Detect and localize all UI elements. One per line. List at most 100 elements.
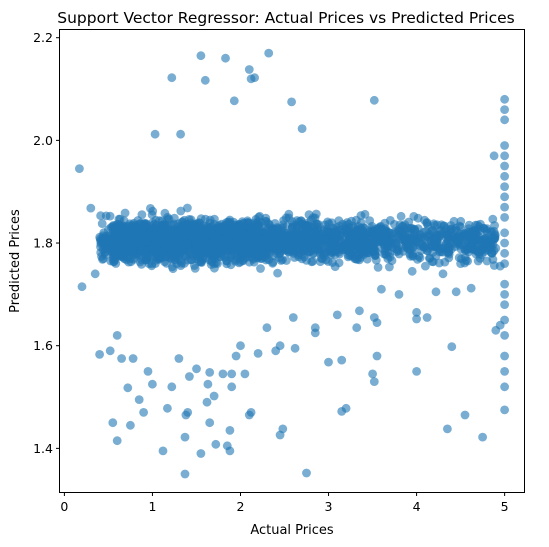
x-axis-label: Actual Prices <box>250 523 334 538</box>
data-point <box>151 259 160 268</box>
data-point <box>415 253 425 263</box>
data-point <box>378 244 388 254</box>
data-point <box>500 192 509 202</box>
data-point <box>443 424 452 434</box>
data-point <box>382 250 391 260</box>
data-point <box>265 247 275 256</box>
data-point <box>397 222 407 231</box>
data-point <box>347 216 356 226</box>
data-point <box>454 253 464 263</box>
data-point <box>117 354 126 363</box>
data-point <box>466 283 476 293</box>
data-point <box>210 214 219 224</box>
data-point <box>293 231 303 241</box>
data-point <box>284 213 294 223</box>
data-point <box>372 351 382 361</box>
data-point <box>150 129 160 139</box>
data-point <box>394 290 404 299</box>
y-tick-label: 2.0 <box>33 133 53 148</box>
data-point <box>302 243 312 252</box>
data-point <box>149 223 159 233</box>
data-point <box>407 223 416 233</box>
data-point <box>124 228 133 237</box>
y-axis: 1.4 1.6 1.8 2.0 2.2 <box>33 30 60 456</box>
data-point <box>369 377 379 386</box>
data-point <box>125 420 135 430</box>
data-point <box>134 395 144 404</box>
data-point <box>328 258 337 267</box>
data-point <box>451 287 461 297</box>
data-point <box>222 229 232 239</box>
chart-title: Support Vector Regressor: Actual Prices … <box>57 9 514 27</box>
data-point <box>229 222 239 232</box>
data-point <box>262 323 272 333</box>
data-point <box>225 426 235 435</box>
data-point <box>495 320 505 330</box>
data-point <box>408 248 418 258</box>
data-point <box>105 211 115 221</box>
data-point <box>170 213 179 223</box>
data-point <box>381 226 390 236</box>
x-tick-label: 4 <box>413 499 421 514</box>
x-tick-label: 2 <box>237 499 245 514</box>
data-point <box>500 290 509 299</box>
data-point <box>500 351 509 361</box>
data-point <box>159 220 168 230</box>
data-point <box>209 248 219 258</box>
data-point <box>288 313 298 322</box>
data-point <box>253 349 263 358</box>
data-point <box>170 225 179 235</box>
data-point <box>487 249 497 258</box>
data-point <box>500 213 509 222</box>
data-point <box>261 213 271 223</box>
data-point <box>275 341 285 351</box>
data-point <box>123 383 133 393</box>
data-point <box>467 229 477 238</box>
data-point <box>211 439 221 449</box>
y-tick-label: 2.2 <box>33 30 53 45</box>
data-point <box>391 228 401 238</box>
data-point <box>412 314 421 324</box>
data-point <box>422 313 432 322</box>
data-point <box>500 151 509 161</box>
x-axis: 0 1 2 3 4 5 <box>60 492 509 514</box>
data-point <box>229 244 239 254</box>
data-point <box>420 215 429 225</box>
data-point <box>441 240 451 250</box>
data-point <box>109 257 118 267</box>
y-tick-label: 1.6 <box>33 338 53 353</box>
data-point <box>157 253 167 263</box>
data-point <box>273 268 282 278</box>
data-point <box>143 367 153 376</box>
data-point <box>431 287 441 297</box>
data-point <box>218 246 228 255</box>
data-point <box>500 161 509 171</box>
data-point <box>174 354 184 363</box>
data-point <box>200 75 210 85</box>
data-point <box>232 254 242 263</box>
data-point <box>377 284 386 294</box>
data-point <box>293 221 302 231</box>
data-point <box>301 226 311 236</box>
data-point <box>500 182 509 192</box>
data-point <box>500 228 509 238</box>
data-point <box>460 410 470 420</box>
data-point <box>438 269 448 279</box>
data-point <box>394 249 404 259</box>
data-point <box>185 372 194 381</box>
data-point <box>427 257 437 266</box>
data-point <box>178 245 188 255</box>
data-point <box>385 262 394 272</box>
data-point <box>203 379 213 389</box>
data-point <box>108 418 118 428</box>
data-point <box>272 223 282 232</box>
y-tick-label: 1.4 <box>33 441 53 456</box>
data-point <box>412 307 421 317</box>
data-point <box>275 430 285 440</box>
data-point <box>324 357 333 367</box>
data-point <box>112 235 121 245</box>
data-point <box>75 164 84 174</box>
x-tick-label: 1 <box>148 499 156 514</box>
data-point <box>195 247 204 257</box>
data-point <box>225 446 235 456</box>
